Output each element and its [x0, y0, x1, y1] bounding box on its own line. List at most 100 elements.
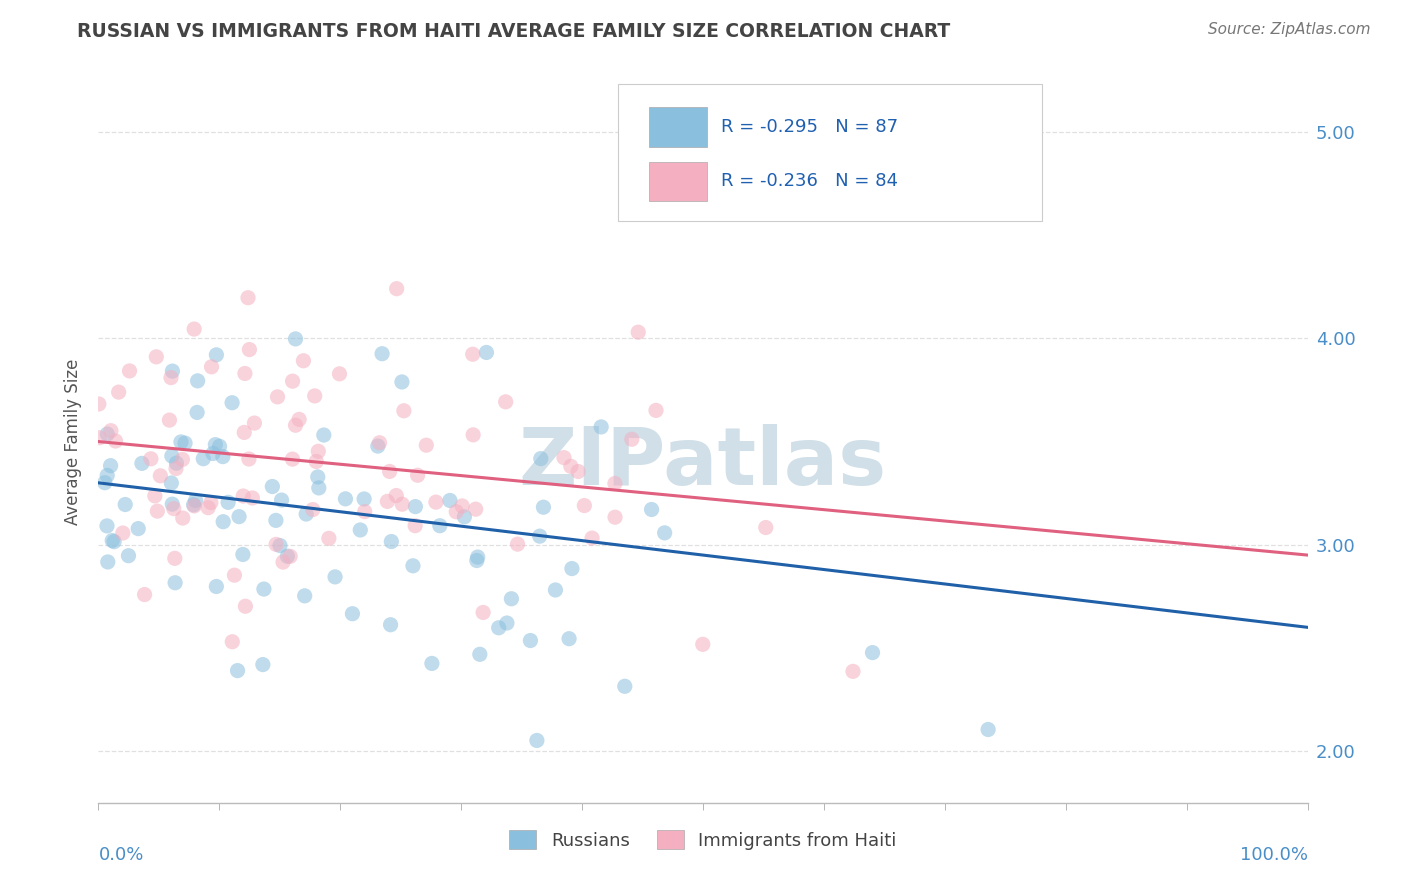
Point [402, 558, 425, 573]
Point [640, 502, 662, 516]
FancyBboxPatch shape [648, 161, 707, 202]
Point [204, 437, 226, 451]
Point [236, 291, 259, 305]
Point [591, 420, 613, 434]
Point [328, 367, 350, 381]
Point [603, 476, 626, 491]
Point [160, 475, 183, 490]
Point [295, 507, 318, 521]
Point [127, 522, 149, 536]
Point [406, 468, 429, 483]
Point [174, 436, 197, 450]
Point [163, 501, 186, 516]
Point [186, 405, 208, 419]
Point [100, 424, 122, 438]
Point [96, 427, 118, 442]
Point [253, 582, 276, 596]
Point [645, 403, 668, 417]
Point [305, 454, 328, 468]
Text: 100.0%: 100.0% [1240, 847, 1308, 864]
Point [380, 534, 402, 549]
Point [96, 468, 118, 483]
Point [165, 575, 187, 590]
Point [183, 498, 205, 512]
Point [240, 491, 263, 505]
Point [415, 438, 437, 452]
Point [307, 444, 329, 458]
Point [544, 582, 567, 597]
Point [172, 511, 194, 525]
Point [464, 502, 486, 516]
Point [385, 282, 408, 296]
Point [149, 468, 172, 483]
FancyBboxPatch shape [619, 84, 1042, 221]
Text: R = -0.236   N = 84: R = -0.236 N = 84 [721, 172, 898, 190]
Point [224, 568, 246, 582]
Point [368, 435, 391, 450]
Point [145, 350, 167, 364]
Point [312, 428, 335, 442]
Point [238, 452, 260, 467]
Point [468, 648, 491, 662]
Point [506, 537, 529, 551]
Point [425, 495, 447, 509]
Point [467, 550, 489, 565]
Point [367, 439, 389, 453]
Point [420, 657, 443, 671]
Point [87, 397, 110, 411]
Point [139, 451, 162, 466]
Y-axis label: Average Family Size: Average Family Size [65, 359, 83, 524]
Point [252, 657, 274, 672]
Point [307, 470, 329, 484]
Text: 0.0%: 0.0% [98, 847, 143, 864]
Text: R = -0.295   N = 87: R = -0.295 N = 87 [721, 119, 898, 136]
Point [271, 555, 294, 569]
Point [353, 491, 375, 506]
Point [391, 497, 413, 511]
Point [262, 479, 284, 493]
Point [118, 364, 141, 378]
Point [235, 599, 257, 614]
Point [284, 332, 307, 346]
Point [197, 500, 219, 515]
Point [429, 518, 451, 533]
Point [111, 526, 134, 541]
Point [100, 458, 122, 473]
Point [380, 617, 402, 632]
Point [284, 418, 307, 433]
Point [183, 322, 205, 336]
Point [233, 425, 256, 440]
Point [183, 499, 205, 513]
Point [269, 539, 291, 553]
Point [533, 500, 555, 515]
Point [205, 580, 228, 594]
Point [755, 520, 778, 534]
Point [472, 606, 495, 620]
Point [278, 549, 301, 564]
Point [143, 489, 166, 503]
Point [371, 347, 394, 361]
Point [134, 588, 156, 602]
Point [281, 374, 304, 388]
Point [211, 450, 233, 464]
Point [162, 364, 184, 378]
Text: RUSSIAN VS IMMIGRANTS FROM HAITI AVERAGE FAMILY SIZE CORRELATION CHART: RUSSIAN VS IMMIGRANTS FROM HAITI AVERAGE… [77, 22, 950, 41]
Point [276, 549, 298, 564]
Point [165, 456, 187, 470]
Point [560, 459, 582, 474]
Point [567, 465, 589, 479]
Point [200, 359, 222, 374]
Point [162, 497, 184, 511]
Point [335, 491, 357, 506]
Point [349, 523, 371, 537]
Point [159, 413, 181, 427]
Point [553, 450, 575, 465]
Point [318, 532, 340, 546]
Point [465, 553, 488, 567]
Point [392, 404, 415, 418]
Point [97, 555, 120, 569]
Point [232, 489, 254, 503]
Point [201, 446, 224, 460]
Point [378, 465, 401, 479]
Point [404, 518, 426, 533]
